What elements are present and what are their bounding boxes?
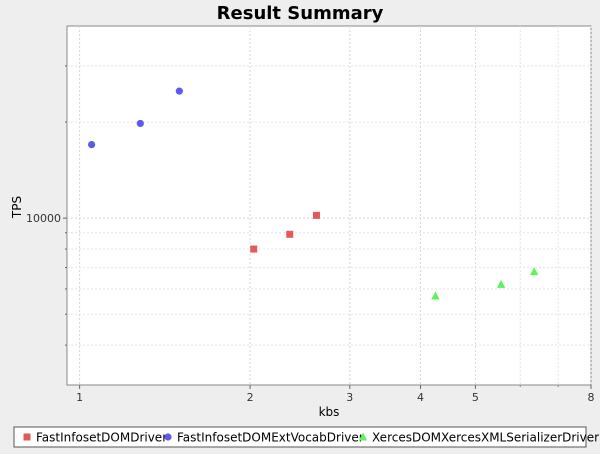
- x-tick-label: 3: [346, 391, 353, 404]
- data-point-square: [250, 245, 258, 253]
- legend-label: XercesDOMXercesXMLSerializerDriver: [372, 431, 599, 445]
- chart-title: Result Summary: [217, 3, 384, 24]
- legend-label: FastInfosetDOMExtVocabDriver: [177, 431, 364, 445]
- legend-marker-square: [23, 433, 31, 441]
- data-points: [88, 87, 539, 300]
- y-axis-label: TPS: [10, 196, 24, 219]
- legend-marker-triangle: [358, 432, 368, 441]
- data-point-square: [312, 211, 320, 219]
- grid-lines: [67, 26, 592, 385]
- data-point-triangle: [431, 291, 440, 300]
- legend-box: [13, 426, 587, 448]
- legend-label: FastInfosetDOMDriver: [36, 431, 167, 445]
- data-point-circle: [175, 87, 183, 95]
- data-point-circle: [88, 140, 96, 149]
- x-tick-label: 5: [472, 391, 479, 404]
- data-point-square: [286, 230, 294, 238]
- data-point-triangle: [496, 279, 506, 288]
- axis-ticks: 1 2 3 4 5 8 10000: [26, 65, 595, 404]
- plot-area: [66, 25, 592, 386]
- data-point-triangle: [529, 267, 539, 276]
- legend-marker-circle: [164, 433, 172, 441]
- x-tick-label: 8: [588, 391, 595, 404]
- x-axis-label: kbs: [319, 405, 340, 419]
- data-point-circle: [136, 119, 144, 128]
- legend: FastInfosetDOMDriver FastInfosetDOMExtVoc…: [23, 431, 599, 445]
- x-tick-label: 4: [417, 391, 424, 404]
- x-tick-label: 1: [76, 391, 83, 404]
- x-tick-label: 2: [247, 391, 254, 404]
- y-tick-label: 10000: [26, 212, 61, 225]
